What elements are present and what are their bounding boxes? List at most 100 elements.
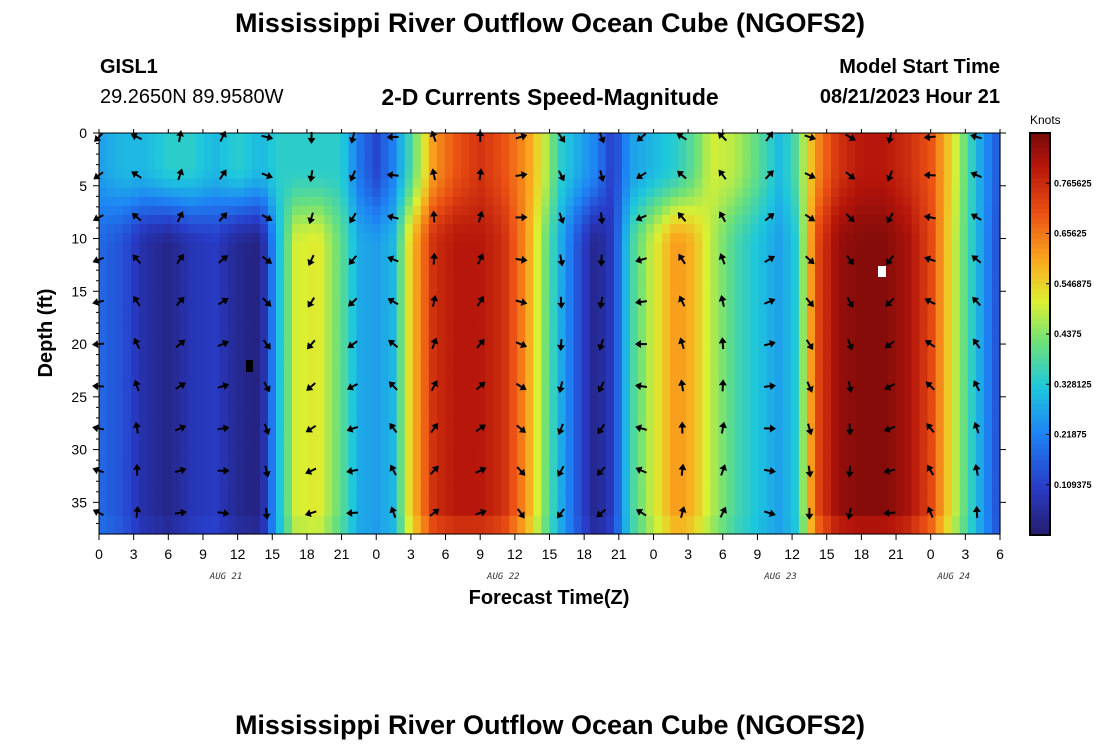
heatmap-cell bbox=[967, 524, 977, 535]
heatmap-cell bbox=[444, 151, 454, 161]
heatmap-cell bbox=[927, 488, 937, 499]
heatmap-cell bbox=[332, 479, 341, 490]
heatmap-cell bbox=[959, 242, 969, 253]
heatmap-cell bbox=[428, 506, 438, 517]
heatmap-cell bbox=[951, 306, 961, 316]
heatmap-cell bbox=[790, 251, 800, 262]
heatmap-cell bbox=[324, 224, 333, 234]
heatmap-cell bbox=[436, 342, 446, 353]
heatmap-cell bbox=[549, 479, 559, 490]
heatmap-cell bbox=[509, 205, 518, 216]
heatmap-cell bbox=[300, 351, 309, 362]
heatmap-cell bbox=[790, 233, 800, 243]
heatmap-cell bbox=[115, 242, 124, 253]
heatmap-cell bbox=[308, 306, 317, 316]
heatmap-cell bbox=[734, 515, 744, 526]
heatmap-cell bbox=[308, 524, 317, 535]
heatmap-cell bbox=[372, 178, 382, 189]
heatmap-cell bbox=[589, 215, 599, 225]
heatmap-cell bbox=[646, 133, 655, 143]
heatmap-cell bbox=[420, 133, 430, 143]
heatmap-cell bbox=[469, 133, 478, 143]
heatmap-cell bbox=[565, 461, 575, 471]
heatmap-cell bbox=[911, 351, 921, 362]
heatmap-cell bbox=[380, 333, 390, 344]
heatmap-cell bbox=[332, 506, 341, 517]
heatmap-cell bbox=[895, 506, 905, 517]
heatmap-cell bbox=[927, 388, 937, 398]
heatmap-cell bbox=[461, 306, 470, 316]
heatmap-cell bbox=[243, 515, 253, 526]
heatmap-cell bbox=[927, 397, 937, 408]
heatmap-cell bbox=[243, 506, 253, 517]
heatmap-cell bbox=[123, 306, 132, 316]
heatmap-cell bbox=[823, 461, 832, 471]
heatmap-cell bbox=[259, 515, 269, 526]
heatmap-cell bbox=[879, 287, 888, 298]
heatmap-cell bbox=[991, 406, 1001, 417]
heatmap-cell bbox=[823, 397, 832, 408]
heatmap-cell bbox=[259, 442, 269, 453]
heatmap-cell bbox=[790, 379, 800, 389]
heatmap-cell bbox=[758, 397, 768, 408]
heatmap-cell bbox=[991, 442, 1001, 453]
heatmap-cell bbox=[839, 333, 848, 344]
heatmap-cell bbox=[887, 351, 897, 362]
heatmap-cell bbox=[911, 306, 921, 316]
heatmap-cell bbox=[477, 415, 486, 426]
heatmap-cell bbox=[332, 415, 341, 426]
heatmap-cell bbox=[557, 524, 567, 535]
current-arrow bbox=[304, 509, 317, 518]
heatmap-cell bbox=[991, 415, 1001, 426]
heatmap-cell bbox=[686, 333, 695, 344]
heatmap-cell bbox=[798, 342, 808, 353]
heatmap-cell bbox=[589, 333, 599, 344]
heatmap-cell bbox=[284, 306, 293, 316]
heatmap-cell bbox=[123, 160, 132, 171]
heatmap-cell bbox=[123, 415, 132, 426]
heatmap-cell bbox=[380, 488, 390, 499]
heatmap-cell bbox=[831, 515, 840, 526]
heatmap-cell bbox=[372, 278, 382, 289]
heatmap-cell bbox=[179, 205, 189, 216]
heatmap-cell bbox=[927, 242, 937, 253]
heatmap-cell bbox=[742, 251, 752, 262]
heatmap-cell bbox=[251, 415, 261, 426]
heatmap-cell bbox=[766, 260, 776, 271]
heatmap-cell bbox=[412, 196, 422, 207]
heatmap-cell bbox=[863, 324, 872, 335]
heatmap-cell bbox=[670, 479, 679, 490]
heatmap-cell bbox=[573, 470, 583, 480]
heatmap-cell bbox=[887, 497, 897, 508]
heatmap-cell bbox=[549, 324, 559, 335]
heatmap-cell bbox=[533, 169, 543, 180]
heatmap-cell bbox=[798, 442, 808, 453]
heatmap-cell bbox=[324, 515, 333, 526]
heatmap-cell bbox=[589, 278, 599, 289]
heatmap-cell bbox=[702, 178, 711, 189]
heatmap-cell bbox=[436, 369, 446, 380]
heatmap-cell bbox=[823, 260, 832, 271]
heatmap-cell bbox=[758, 461, 768, 471]
heatmap-cell bbox=[533, 351, 543, 362]
heatmap-cell bbox=[903, 297, 913, 307]
heatmap-cell bbox=[123, 479, 132, 490]
heatmap-cell bbox=[935, 388, 945, 398]
heatmap-cell bbox=[943, 470, 953, 480]
heatmap-cell bbox=[163, 369, 172, 380]
heatmap-cell bbox=[525, 424, 535, 435]
heatmap-cell bbox=[227, 369, 237, 380]
heatmap-cell bbox=[404, 424, 414, 435]
heatmap-cell bbox=[959, 142, 969, 152]
heatmap-cell bbox=[983, 479, 993, 490]
heatmap-cell bbox=[275, 406, 285, 417]
heatmap-cell bbox=[895, 515, 905, 526]
heatmap-cell bbox=[726, 160, 736, 171]
heatmap-cell bbox=[396, 196, 406, 207]
heatmap-cell bbox=[855, 224, 864, 234]
heatmap-cell bbox=[195, 333, 205, 344]
heatmap-cell bbox=[798, 369, 808, 380]
heatmap-cell bbox=[565, 151, 575, 161]
heatmap-cell bbox=[477, 233, 486, 243]
heatmap-cell bbox=[493, 205, 502, 216]
